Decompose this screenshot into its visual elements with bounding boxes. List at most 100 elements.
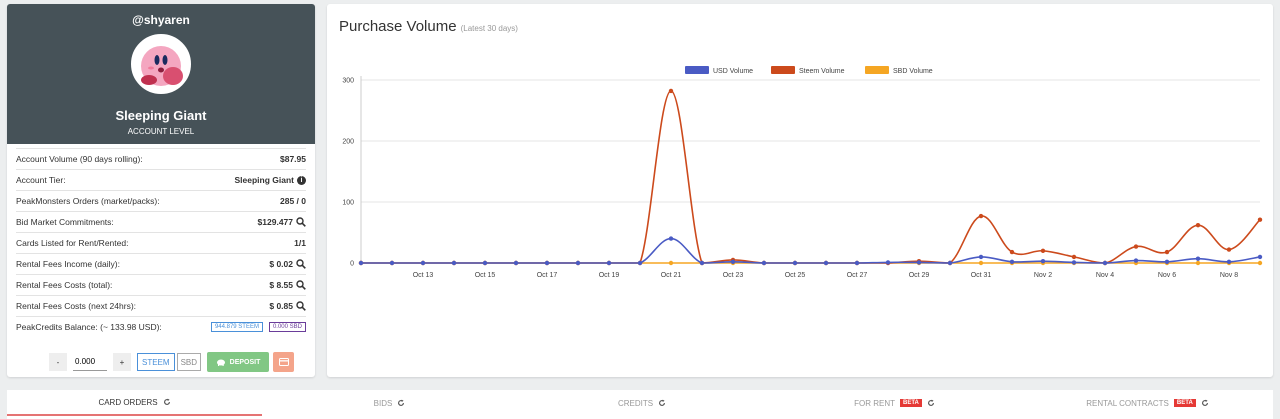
purchase-volume-chart: 0 100 200 300 Oct 13 Oct 15 Oct 17 Oct 19 Oct 21…: [342, 66, 1263, 279]
stat-value: $ 0.02: [269, 259, 293, 269]
x-tick-label: Oct 25: [785, 272, 806, 279]
x-tick-label: Oct 19: [599, 272, 620, 279]
stat-cards-listed: Cards Listed for Rent/Rented: 1/1: [16, 232, 306, 253]
data-point: [792, 260, 798, 266]
data-point: [978, 213, 984, 219]
magnify-icon[interactable]: [296, 259, 306, 269]
account-level-label: ACCOUNT LEVEL: [127, 127, 195, 136]
stat-label: Rental Fees Costs: [16, 301, 86, 311]
deposit-button[interactable]: DEPOSIT: [207, 352, 270, 372]
stat-sub: (next 24hrs):: [88, 301, 137, 311]
y-tick-label: 100: [342, 200, 354, 207]
magnify-icon[interactable]: [296, 280, 306, 290]
stat-value: $ 0.85: [269, 301, 293, 311]
profile-header: @shyaren Sleeping Giant ACCOUNT LEVEL: [7, 4, 315, 144]
beta-badge: BETA: [1173, 399, 1196, 407]
data-point: [761, 260, 767, 266]
refresh-icon[interactable]: [397, 399, 405, 407]
stat-label: Account Tier:: [16, 175, 66, 185]
refresh-icon[interactable]: [658, 399, 666, 407]
stat-peakcredits-balance: PeakCredits Balance: (~ 133.98 USD): 944…: [16, 316, 306, 337]
magnify-icon[interactable]: [296, 217, 306, 227]
data-point: [1133, 244, 1139, 249]
data-point: [1257, 254, 1263, 260]
data-point: [482, 260, 488, 266]
credit-card-icon: [278, 358, 289, 366]
data-point: [1257, 260, 1263, 266]
stat-sub: (90 days rolling):: [79, 154, 143, 164]
data-point: [1040, 248, 1046, 253]
account-level-name: Sleeping Giant: [115, 108, 207, 123]
y-tick-label: 200: [342, 139, 354, 146]
data-point: [420, 260, 426, 266]
x-tick-label: Oct 17: [537, 272, 558, 279]
stat-label: PeakCredits Balance:: [16, 322, 98, 332]
stat-label: Rental Fees Income: [16, 259, 93, 269]
refresh-icon[interactable]: [1201, 399, 1209, 407]
legend-label: SBD Volume: [893, 68, 933, 75]
info-icon[interactable]: i: [297, 175, 306, 185]
legend-label: USD Volume: [713, 68, 753, 75]
steem-balance-badge: 944.879 STEEM: [210, 322, 263, 332]
stat-value: $129.477: [257, 217, 293, 227]
data-point: [513, 260, 519, 266]
tab-bids[interactable]: BIDS: [262, 390, 517, 416]
legend-swatch: [771, 66, 795, 74]
increment-button[interactable]: +: [113, 353, 131, 371]
x-tick-label: Nov 8: [1220, 272, 1238, 279]
tab-label: CARD ORDERS: [98, 397, 158, 407]
data-point: [1071, 260, 1077, 265]
tab-credits[interactable]: CREDITS: [517, 390, 767, 416]
currency-steem-toggle[interactable]: STEEM: [137, 353, 175, 371]
decrement-button[interactable]: -: [49, 353, 67, 371]
chart-title-row: Purchase Volume (Latest 30 days): [339, 18, 518, 35]
stat-label: Account Volume: [16, 154, 78, 164]
tab-for-rent[interactable]: FOR RENT BETA: [767, 390, 1022, 416]
avatar: [131, 34, 191, 94]
data-point: [730, 259, 736, 264]
data-point: [606, 260, 612, 266]
chart-title: Purchase Volume: [339, 18, 457, 35]
purchase-volume-card: Purchase Volume (Latest 30 days) 0 100 200 3…: [327, 4, 1273, 377]
tab-label: RENTAL CONTRACTS: [1086, 398, 1169, 408]
currency-sbd-toggle[interactable]: SBD: [176, 353, 202, 371]
data-point: [1195, 260, 1201, 266]
data-point: [451, 260, 457, 266]
data-point: [668, 236, 674, 241]
data-point: [389, 260, 395, 266]
data-point: [1195, 222, 1201, 228]
piggy-bank-icon: [216, 359, 225, 366]
chart-subtitle: (Latest 30 days): [460, 24, 518, 33]
data-point: [1164, 259, 1170, 264]
data-point: [1195, 256, 1201, 261]
data-point: [916, 260, 922, 265]
refresh-icon[interactable]: [163, 398, 171, 406]
stat-value: $ 8.55: [269, 280, 293, 290]
stat-account-volume: Account Volume (90 days rolling): $87.95: [16, 148, 306, 169]
stat-label: PeakMonsters Orders: [16, 196, 99, 206]
data-point: [1009, 249, 1015, 255]
legend-label: Steem Volume: [799, 68, 845, 75]
stat-sub: (~ 133.98 USD):: [100, 322, 162, 332]
data-point: [885, 260, 891, 265]
magnify-icon[interactable]: [296, 301, 306, 311]
amount-input[interactable]: [73, 353, 107, 371]
data-point: [358, 260, 364, 266]
stat-rental-costs-total: Rental Fees Costs (total): $ 8.55: [16, 274, 306, 295]
x-tick-label: Oct 27: [847, 272, 868, 279]
tab-card-orders[interactable]: CARD ORDERS: [7, 390, 262, 416]
account-card: @shyaren Sleeping Giant ACCOUNT LEVEL Ac…: [7, 4, 315, 377]
data-point: [1040, 258, 1046, 264]
tab-rental-contracts[interactable]: RENTAL CONTRACTS BETA: [1022, 390, 1273, 416]
x-tick-label: Oct 21: [661, 272, 682, 279]
stat-sub: (market/packs):: [101, 196, 160, 206]
refresh-icon[interactable]: [927, 399, 935, 407]
data-point: [668, 88, 674, 94]
data-point: [575, 260, 581, 266]
credit-card-button[interactable]: [273, 352, 295, 372]
data-point: [544, 260, 550, 266]
tab-label: BIDS: [373, 398, 393, 408]
data-point: [1257, 217, 1263, 222]
data-point: [1226, 247, 1232, 252]
series-line: [361, 90, 1261, 264]
